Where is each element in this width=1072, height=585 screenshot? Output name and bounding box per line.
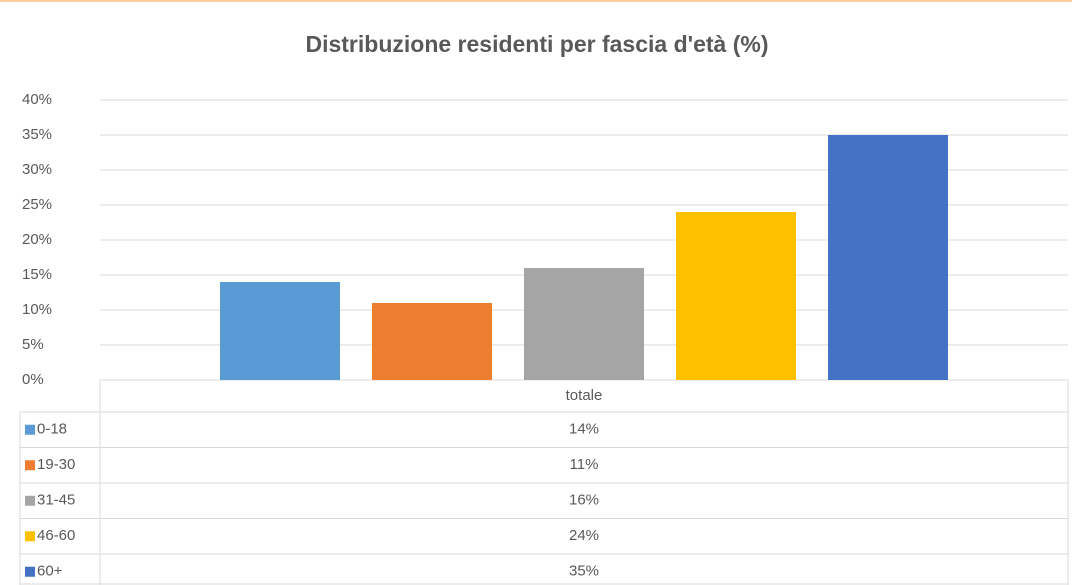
legend-label: 60+ — [37, 563, 63, 580]
y-tick-label: 5% — [22, 336, 44, 353]
y-tick-label: 20% — [22, 231, 52, 248]
legend-swatch — [25, 424, 35, 435]
y-tick-label: 0% — [22, 371, 44, 388]
bar — [828, 135, 948, 380]
chart-title: Distribuzione residenti per fascia d'età… — [305, 31, 768, 57]
y-tick-label: 10% — [22, 301, 52, 318]
bar — [372, 303, 492, 380]
y-tick-label: 30% — [22, 161, 52, 178]
table-value: 14% — [569, 421, 599, 438]
table-value: 11% — [570, 456, 599, 473]
legend-label: 19-30 — [37, 456, 75, 473]
y-tick-label: 40% — [22, 91, 52, 108]
y-tick-label: 35% — [22, 126, 52, 143]
legend-label: 0-18 — [37, 421, 67, 438]
bar — [220, 282, 340, 380]
table-value: 16% — [569, 492, 599, 509]
bar — [524, 268, 644, 380]
y-tick-label: 15% — [22, 266, 52, 283]
legend-label: 46-60 — [37, 527, 75, 544]
table-value: 35% — [569, 563, 599, 580]
legend-swatch — [25, 495, 35, 506]
table-value: 24% — [569, 527, 599, 544]
legend-swatch — [25, 531, 35, 542]
legend-swatch — [25, 460, 35, 471]
legend-swatch — [25, 566, 35, 577]
legend-label: 31-45 — [37, 492, 75, 509]
x-tick-label: totale — [566, 387, 603, 404]
y-tick-label: 25% — [22, 196, 52, 213]
bar — [676, 212, 796, 380]
